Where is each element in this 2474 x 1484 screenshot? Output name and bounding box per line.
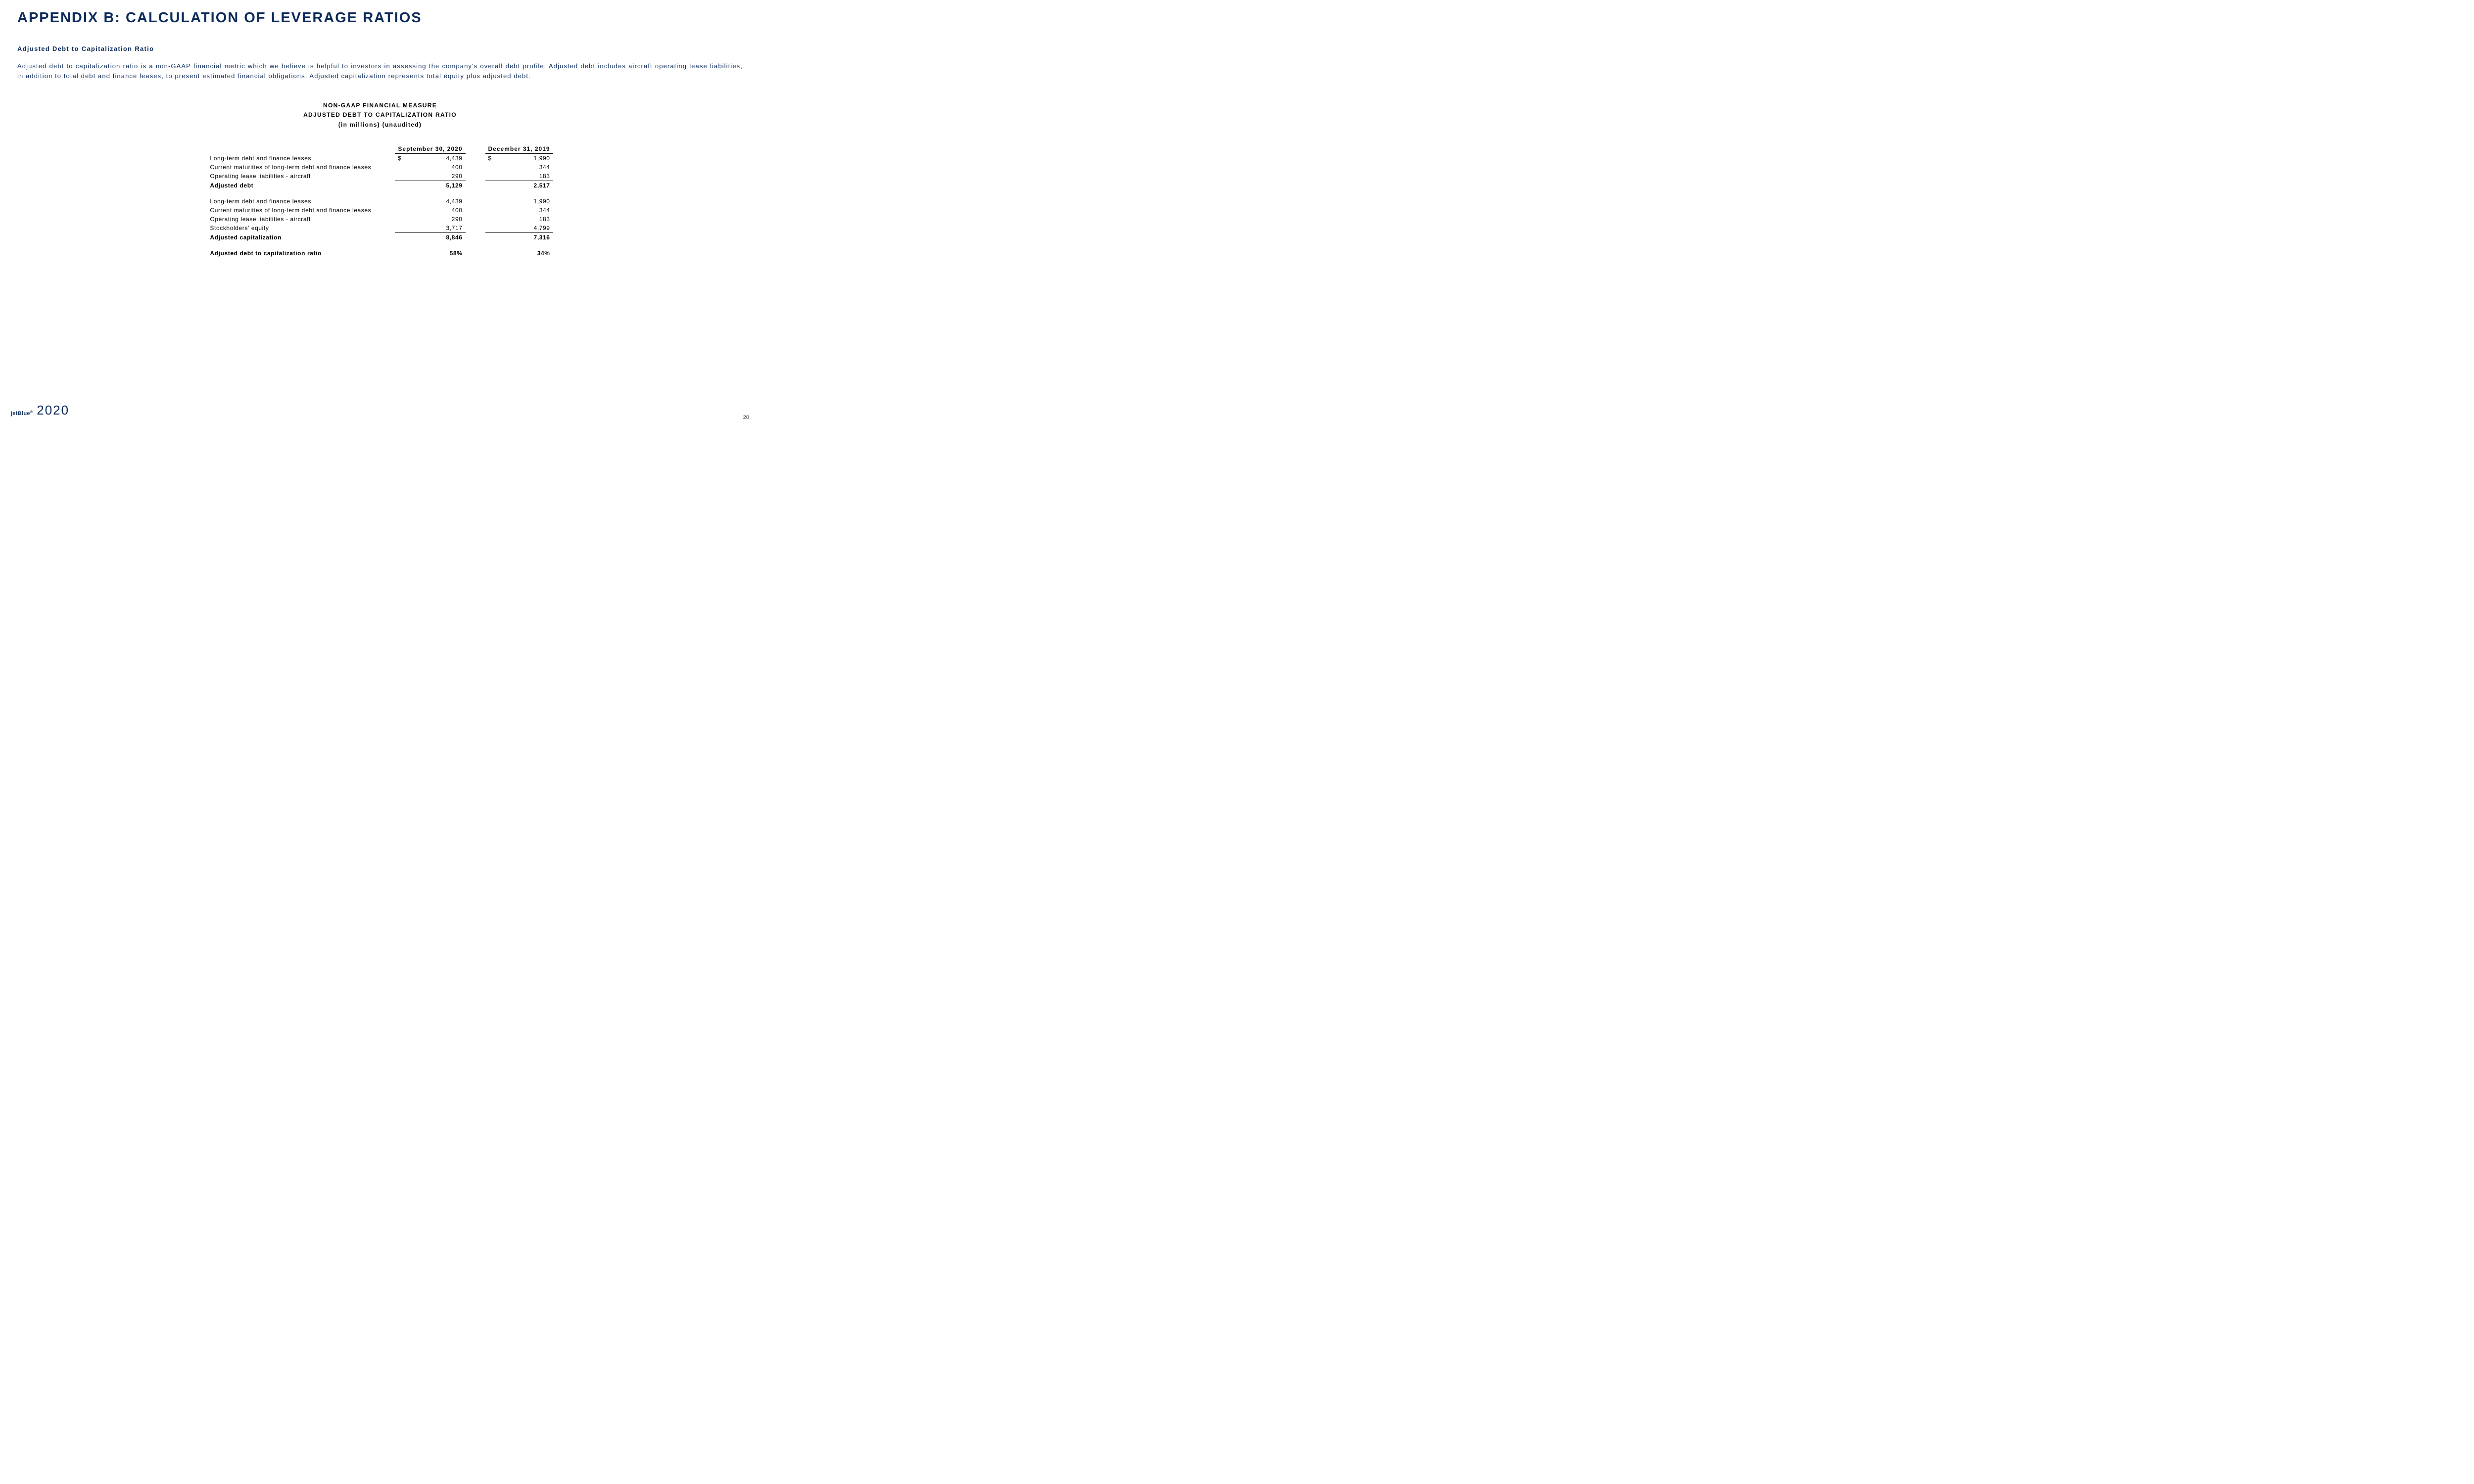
row-label: Adjusted capitalization [207,232,395,242]
row-label: Current maturities of long-term debt and… [207,163,395,172]
row-value: 290 [408,172,465,181]
row-label: Adjusted debt [207,181,395,190]
page-number: 20 [743,415,749,420]
row-value: 400 [408,163,465,172]
row-value: 2,517 [497,181,553,190]
row-value: 290 [408,215,465,224]
table-ratio-row: Adjusted debt to capitalization ratio 58… [207,249,553,258]
currency-symbol: $ [395,153,408,163]
row-label: Long-term debt and finance leases [207,153,395,163]
row-value: 3,717 [408,224,465,233]
financial-table: September 30, 2020 December 31, 2019 Lon… [207,144,553,258]
col-header: September 30, 2020 [395,144,465,154]
row-value: 344 [497,163,553,172]
table-row: Long-term debt and finance leases 4,439 … [207,197,553,206]
table-header-row: September 30, 2020 December 31, 2019 [207,144,553,154]
table-row: Stockholders' equity 3,717 4,799 [207,224,553,233]
table-total-row: Adjusted debt 5,129 2,517 [207,181,553,190]
currency-symbol: $ [485,153,498,163]
row-value: 1,990 [497,153,553,163]
row-value: 58% [408,249,465,258]
row-value: 1,990 [497,197,553,206]
row-value: 8,846 [408,232,465,242]
table-spacer [207,190,553,197]
row-label: Operating lease liabilities - aircraft [207,172,395,181]
row-value: 34% [497,249,553,258]
section-subtitle: Adjusted Debt to Capitalization Ratio [17,45,743,52]
row-value: 4,439 [408,197,465,206]
table-title-block: NON-GAAP FINANCIAL MEASURE ADJUSTED DEBT… [17,101,743,130]
row-value: 7,316 [497,232,553,242]
table-title-line: (in millions) (unaudited) [17,120,743,130]
body-paragraph: Adjusted debt to capitalization ratio is… [17,61,743,81]
row-label: Long-term debt and finance leases [207,197,395,206]
row-value: 400 [408,206,465,215]
table-row: Operating lease liabilities - aircraft 2… [207,172,553,181]
table-spacer [207,242,553,249]
row-label: Operating lease liabilities - aircraft [207,215,395,224]
table-row: Long-term debt and finance leases $ 4,43… [207,153,553,163]
registered-icon: ® [30,411,33,414]
table-total-row: Adjusted capitalization 8,846 7,316 [207,232,553,242]
row-value: 4,799 [497,224,553,233]
brand-year: 2020 [37,404,69,417]
slide-page: APPENDIX B: CALCULATION OF LEVERAGE RATI… [0,0,760,258]
row-value: 4,439 [408,153,465,163]
page-title: APPENDIX B: CALCULATION OF LEVERAGE RATI… [17,10,743,26]
row-value: 344 [497,206,553,215]
footer-logo: jetBlue® 2020 [11,404,69,417]
table-row: Current maturities of long-term debt and… [207,163,553,172]
table-row: Current maturities of long-term debt and… [207,206,553,215]
brand-text: jetBlue® [11,411,33,417]
table-row: Operating lease liabilities - aircraft 2… [207,215,553,224]
row-label: Stockholders' equity [207,224,395,233]
brand-name: jetBlue [11,411,30,417]
row-value: 183 [497,172,553,181]
table-title-line: NON-GAAP FINANCIAL MEASURE [17,101,743,110]
col-header: December 31, 2019 [485,144,553,154]
row-value: 183 [497,215,553,224]
table-title-line: ADJUSTED DEBT TO CAPITALIZATION RATIO [17,110,743,120]
row-value: 5,129 [408,181,465,190]
row-label: Current maturities of long-term debt and… [207,206,395,215]
row-label: Adjusted debt to capitalization ratio [207,249,395,258]
